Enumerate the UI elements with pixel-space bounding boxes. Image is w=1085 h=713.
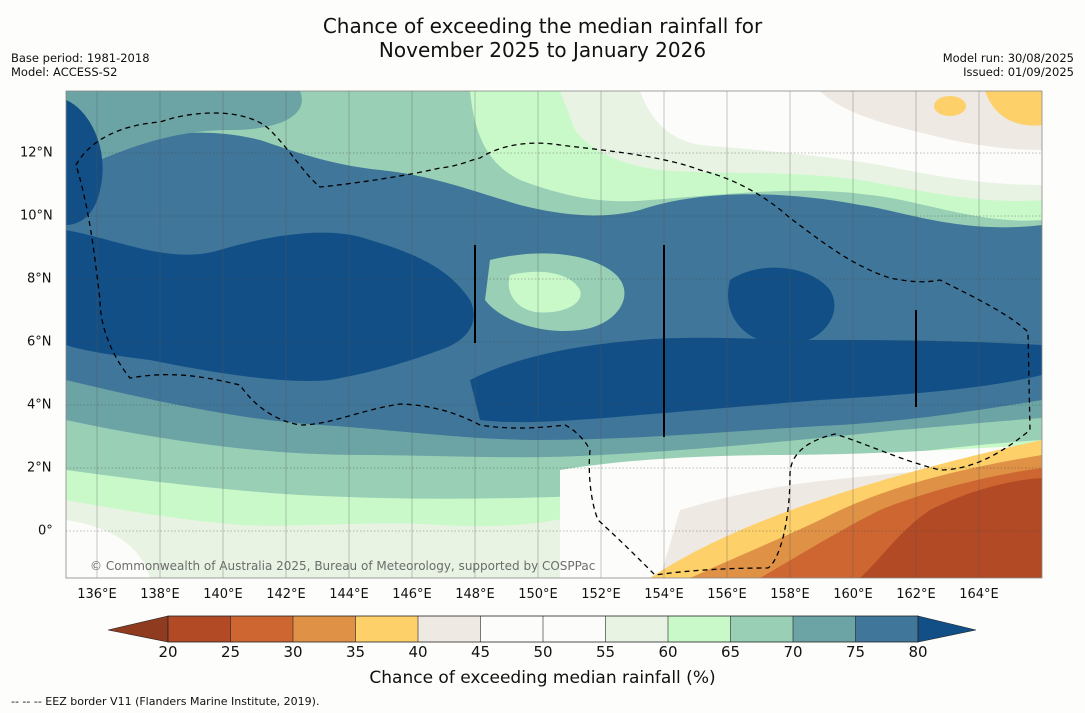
field-nw-mid	[66, 91, 302, 175]
model-name: Model: ACCESS-S2	[11, 65, 118, 79]
map-frame	[65, 90, 1043, 579]
field-north-yellow	[985, 91, 1042, 126]
lat-label: 10°N	[20, 208, 53, 224]
colorbar-seg-45-50	[480, 616, 543, 642]
lon-label: 136°E	[77, 587, 117, 602]
colorbar-seg-25-30	[230, 616, 293, 642]
field-dark-blob	[728, 267, 835, 345]
run-info: Model run: 30/08/2025 Issued: 01/09/2025	[943, 51, 1074, 79]
colorbar-tick: 65	[720, 643, 741, 661]
lat-label: 4°N	[27, 397, 52, 413]
colorbar-tick: 45	[470, 643, 491, 661]
colorbar-seg-20-25	[168, 616, 231, 642]
field-dark-band	[66, 230, 474, 381]
colorbar	[107, 615, 977, 643]
eez-segments	[474, 245, 917, 437]
lon-label: 152°E	[581, 587, 621, 602]
colorbar-seg-70-75	[793, 616, 856, 642]
colorbar-tick: 20	[158, 643, 178, 661]
colorbar-seg-65-70	[730, 616, 793, 642]
issued-date: Issued: 01/09/2025	[963, 65, 1074, 79]
lat-label: 12°N	[20, 145, 53, 161]
lat-label: 2°N	[27, 460, 52, 476]
colorbar-seg-75-80	[855, 616, 918, 642]
lat-label: 0°	[38, 523, 53, 539]
colorbar-label: Chance of exceeding median rainfall (%)	[369, 668, 716, 688]
lon-label: 158°E	[770, 587, 810, 602]
map-field	[66, 91, 1042, 578]
title-line-2: November 2025 to January 2026	[378, 38, 707, 62]
colorbar-tick: 80	[908, 643, 928, 661]
lon-label: 156°E	[707, 587, 747, 602]
eez-border	[75, 112, 1031, 576]
field-south-rust	[860, 478, 1042, 578]
colorbar-tick: 50	[533, 643, 553, 661]
colorbar-tick: 55	[595, 643, 616, 661]
title-line-1: Chance of exceeding the median rainfall …	[322, 14, 763, 38]
lat-label: 8°N	[27, 271, 52, 287]
colorbar-dividers	[230, 616, 856, 642]
eez-legend-note: -- -- -- EEZ border V11 (Flanders Marine…	[11, 695, 320, 708]
lon-label: 162°E	[896, 587, 936, 602]
colorbar-tick: 25	[220, 643, 241, 661]
lon-label: 146°E	[392, 587, 432, 602]
lat-label: 6°N	[27, 334, 52, 350]
colorbar-arrow-high	[917, 615, 977, 643]
lon-label: 164°E	[959, 587, 999, 602]
lon-label: 144°E	[329, 587, 369, 602]
colorbar-arrow-low	[107, 615, 169, 643]
base-period: Base period: 1981-2018	[11, 51, 150, 65]
lon-label: 154°E	[644, 587, 684, 602]
map-title: Chance of exceeding the median rainfall …	[0, 14, 1085, 62]
lon-label: 140°E	[203, 587, 243, 602]
lon-label: 142°E	[266, 587, 306, 602]
lon-label: 138°E	[140, 587, 180, 602]
lon-label: 148°E	[455, 587, 495, 602]
model-run-date: Model run: 30/08/2025	[942, 51, 1074, 65]
field-sw-white	[66, 520, 150, 578]
colorbar-seg-30-35	[293, 616, 356, 642]
colorbar-seg-55-60	[605, 616, 668, 642]
colorbar-seg-40-45	[418, 616, 481, 642]
base-info: Base period: 1981-2018 Model: ACCESS-S2	[11, 51, 150, 79]
colorbar-tick: 70	[783, 643, 803, 661]
colorbar-tick: 75	[845, 643, 866, 661]
colorbar-seg-35-40	[355, 616, 418, 642]
colorbar-tick: 40	[408, 643, 428, 661]
copyright-notice: © Commonwealth of Australia 2025, Bureau…	[90, 559, 596, 573]
lon-label: 150°E	[518, 587, 558, 602]
field-blob-yellow	[934, 96, 966, 116]
colorbar-tick: 35	[345, 643, 366, 661]
lon-label: 160°E	[833, 587, 873, 602]
field-center-pale	[508, 271, 581, 313]
field-dark-west	[66, 100, 103, 225]
colorbar-seg-50-55	[543, 616, 606, 642]
field-north-beige	[820, 91, 1042, 150]
colorbar-tick: 30	[283, 643, 303, 661]
colorbar-tick: 60	[658, 643, 678, 661]
field-dark-east	[470, 337, 1042, 423]
colorbar-seg-60-65	[668, 616, 731, 642]
grid-lat-lines	[66, 152, 1042, 532]
